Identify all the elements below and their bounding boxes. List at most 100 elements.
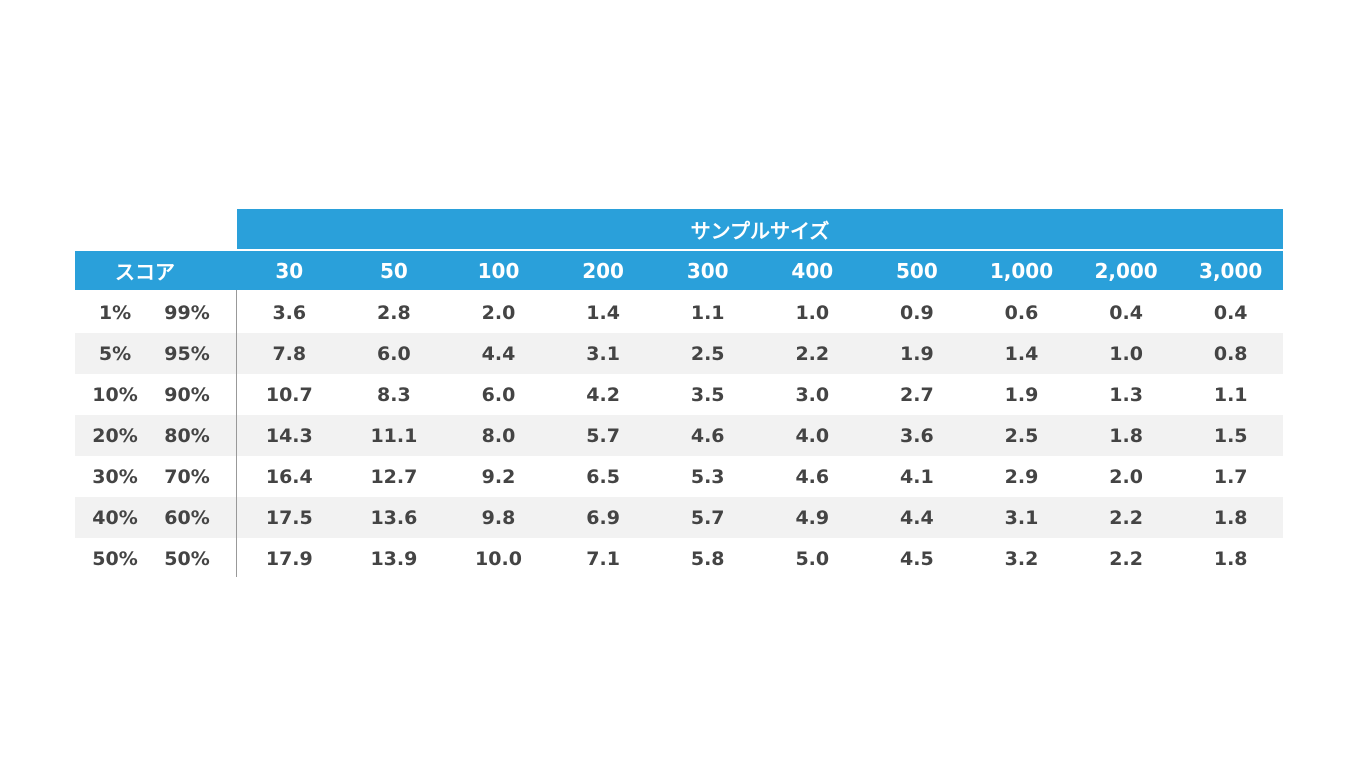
value: 3.0 — [795, 383, 830, 406]
value: 6.0 — [377, 342, 411, 365]
value: 13.9 — [370, 547, 418, 570]
value: 11.1 — [370, 424, 418, 447]
column-header: 50 — [379, 258, 408, 283]
score-high: 50% — [164, 547, 210, 570]
value: 0.8 — [1213, 342, 1248, 365]
value: 4.9 — [795, 506, 830, 529]
score-high: 95% — [164, 342, 210, 365]
value: 3.5 — [690, 383, 725, 406]
column-header: 100 — [477, 258, 520, 283]
value: 1.8 — [1109, 424, 1143, 447]
value: 10.0 — [475, 547, 522, 570]
row-stripe — [75, 415, 1283, 456]
value: 1.5 — [1213, 424, 1248, 447]
value: 2.7 — [900, 383, 934, 406]
value: 12.7 — [370, 465, 418, 488]
group-header: サンプルサイズ — [690, 218, 830, 243]
column-header: 200 — [582, 258, 624, 283]
column-header: 1,000 — [989, 258, 1054, 283]
value: 10.7 — [265, 383, 313, 406]
value: 2.8 — [377, 301, 411, 324]
score-low: 20% — [92, 424, 138, 447]
value: 2.0 — [481, 301, 516, 324]
value: 1.9 — [900, 342, 934, 365]
value: 5.7 — [690, 506, 725, 529]
score-high: 99% — [164, 301, 210, 324]
value: 4.6 — [795, 465, 830, 488]
value: 2.5 — [690, 342, 725, 365]
score-low: 10% — [92, 383, 138, 406]
value: 17.5 — [265, 506, 313, 529]
value: 8.0 — [481, 424, 516, 447]
row-header: スコア — [115, 260, 175, 284]
value: 7.1 — [586, 547, 620, 570]
value: 0.9 — [900, 301, 934, 324]
value: 6.0 — [481, 383, 516, 406]
value: 4.2 — [586, 383, 620, 406]
value: 9.2 — [481, 465, 516, 488]
value: 5.8 — [690, 547, 725, 570]
value: 3.6 — [272, 301, 307, 324]
value: 1.8 — [1213, 506, 1248, 529]
row-stripe — [75, 497, 1283, 538]
column-header: 500 — [896, 258, 938, 283]
value: 1.1 — [1213, 383, 1248, 406]
value: 16.4 — [265, 465, 313, 488]
value: 8.3 — [377, 383, 411, 406]
value: 1.0 — [795, 301, 830, 324]
column-header: 30 — [275, 258, 304, 283]
score-low: 50% — [92, 547, 138, 570]
score-low: 30% — [92, 465, 138, 488]
value: 1.1 — [690, 301, 725, 324]
value: 0.6 — [1004, 301, 1039, 324]
value: 4.1 — [900, 465, 934, 488]
value: 17.9 — [265, 547, 313, 570]
value: 1.4 — [1004, 342, 1039, 365]
value: 1.0 — [1109, 342, 1143, 365]
score-high: 60% — [164, 506, 210, 529]
value: 7.8 — [272, 342, 307, 365]
score-low: 5% — [98, 342, 132, 365]
value: 4.4 — [481, 342, 516, 365]
value: 3.1 — [586, 342, 620, 365]
value: 0.4 — [1213, 301, 1248, 324]
value: 4.4 — [900, 506, 934, 529]
divider — [236, 290, 237, 577]
group-header-band — [237, 209, 1283, 249]
value: 6.5 — [586, 465, 620, 488]
value: 2.2 — [795, 342, 830, 365]
value: 3.6 — [900, 424, 934, 447]
value: 5.0 — [795, 547, 830, 570]
value: 3.1 — [1004, 506, 1039, 529]
score-low: 1% — [98, 301, 132, 324]
value: 9.8 — [481, 506, 516, 529]
value: 1.9 — [1004, 383, 1039, 406]
column-header: 300 — [686, 258, 729, 283]
value: 4.5 — [900, 547, 934, 570]
value: 2.0 — [1109, 465, 1143, 488]
score-low: 40% — [92, 506, 138, 529]
value: 1.3 — [1109, 383, 1143, 406]
score-high: 90% — [164, 383, 210, 406]
value: 5.3 — [690, 465, 725, 488]
value: 2.9 — [1004, 465, 1039, 488]
value: 0.4 — [1109, 301, 1143, 324]
value: 13.6 — [370, 506, 418, 529]
column-header-band — [75, 251, 1283, 290]
value: 2.2 — [1109, 506, 1143, 529]
value: 2.5 — [1004, 424, 1039, 447]
value: 2.2 — [1109, 547, 1143, 570]
value: 4.0 — [795, 424, 830, 447]
value: 4.6 — [690, 424, 725, 447]
column-header: 400 — [791, 258, 834, 283]
row-stripe — [75, 333, 1283, 374]
value: 1.8 — [1213, 547, 1248, 570]
value: 1.7 — [1213, 465, 1248, 488]
value: 5.7 — [586, 424, 620, 447]
value: 14.3 — [265, 424, 313, 447]
column-header: 3,000 — [1199, 258, 1263, 283]
value: 6.9 — [586, 506, 620, 529]
column-header: 2,000 — [1094, 258, 1158, 283]
score-high: 80% — [164, 424, 210, 447]
